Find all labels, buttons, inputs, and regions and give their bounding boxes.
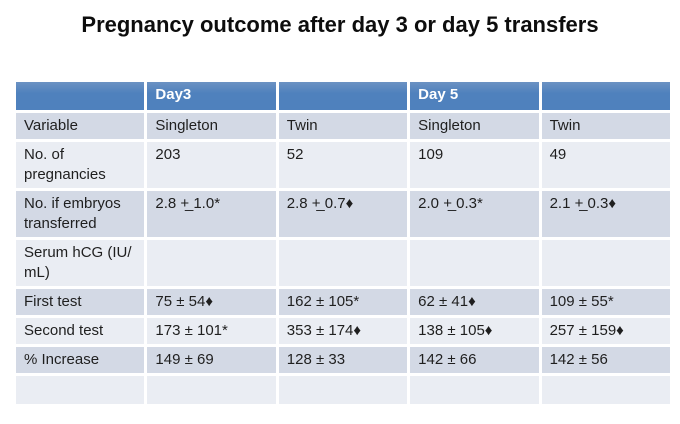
column-header-variable: Variable [16, 113, 145, 139]
value-cell: 138 ± 105♦ [410, 318, 539, 344]
column-header-row: Variable Singleton Twin Singleton Twin [16, 113, 670, 139]
value-cell: 109 [410, 142, 539, 188]
row-label: First test [16, 289, 145, 315]
value-cell [278, 376, 408, 404]
value-cell: 142 ± 56 [541, 347, 670, 373]
column-header-singleton-day5: Singleton [410, 113, 539, 139]
value-cell [541, 376, 670, 404]
value-cell: 162 ± 105* [278, 289, 408, 315]
row-label: Second test [16, 318, 145, 344]
value-cell: 2.8 +̲ 1.0* [147, 191, 276, 237]
table-row-no-of-pregnancies: No. of pregnancies 203 52 109 49 [16, 142, 670, 188]
pregnancy-outcome-table: Day3 Day 5 Variable Singleton Twin Singl… [13, 79, 673, 407]
column-header-twin-day5: Twin [541, 113, 670, 139]
table-row-second-test: Second test 173 ± 101* 353 ± 174♦ 138 ± … [16, 318, 670, 344]
value-cell [541, 240, 670, 286]
value-cell: 142 ± 66 [410, 347, 539, 373]
value-cell [147, 240, 276, 286]
value-cell: 2.8 +̲ 0.7♦ [278, 191, 408, 237]
value-cell [147, 376, 276, 404]
value-cell [410, 376, 539, 404]
value-cell [410, 240, 539, 286]
value-cell: 173 ± 101* [147, 318, 276, 344]
value-cell [278, 240, 408, 286]
row-label: No. of pregnancies [16, 142, 145, 188]
row-label: % Increase [16, 347, 145, 373]
value-cell: 203 [147, 142, 276, 188]
value-cell: 257 ± 159♦ [541, 318, 670, 344]
header-cell-day3: Day3 [147, 82, 276, 110]
header-cell-blank-1 [16, 82, 145, 110]
value-cell: 149 ± 69 [147, 347, 276, 373]
value-cell: 49 [541, 142, 670, 188]
table-row-serum-hcg: Serum hCG (IU/​mL) [16, 240, 670, 286]
header-group-row: Day3 Day 5 [16, 82, 670, 110]
value-cell: 109 ± 55* [541, 289, 670, 315]
table-row-first-test: First test 75 ± 54♦ 162 ± 105* 62 ± 41♦ … [16, 289, 670, 315]
table-row-no-if-embryos: No. if embryos transferred 2.8 +̲ 1.0* 2… [16, 191, 670, 237]
value-cell: 62 ± 41♦ [410, 289, 539, 315]
value-cell: 2.0 +̲ 0.3* [410, 191, 539, 237]
value-cell: 353 ± 174♦ [278, 318, 408, 344]
row-label: Serum hCG (IU/​mL) [16, 240, 145, 286]
header-cell-day5: Day 5 [410, 82, 539, 110]
header-cell-blank-2 [278, 82, 408, 110]
page-title: Pregnancy outcome after day 3 or day 5 t… [81, 12, 599, 37]
column-header-twin-day3: Twin [278, 113, 408, 139]
row-label [16, 376, 145, 404]
header-cell-blank-3 [541, 82, 670, 110]
value-cell: 128 ± 33 [278, 347, 408, 373]
row-label: No. if embryos transferred [16, 191, 145, 237]
table-row-empty [16, 376, 670, 404]
table-row-percent-increase: % Increase 149 ± 69 128 ± 33 142 ± 66 14… [16, 347, 670, 373]
value-cell: 52 [278, 142, 408, 188]
value-cell: 75 ± 54♦ [147, 289, 276, 315]
column-header-singleton-day3: Singleton [147, 113, 276, 139]
value-cell: 2.1 +̲ 0.3♦ [541, 191, 670, 237]
